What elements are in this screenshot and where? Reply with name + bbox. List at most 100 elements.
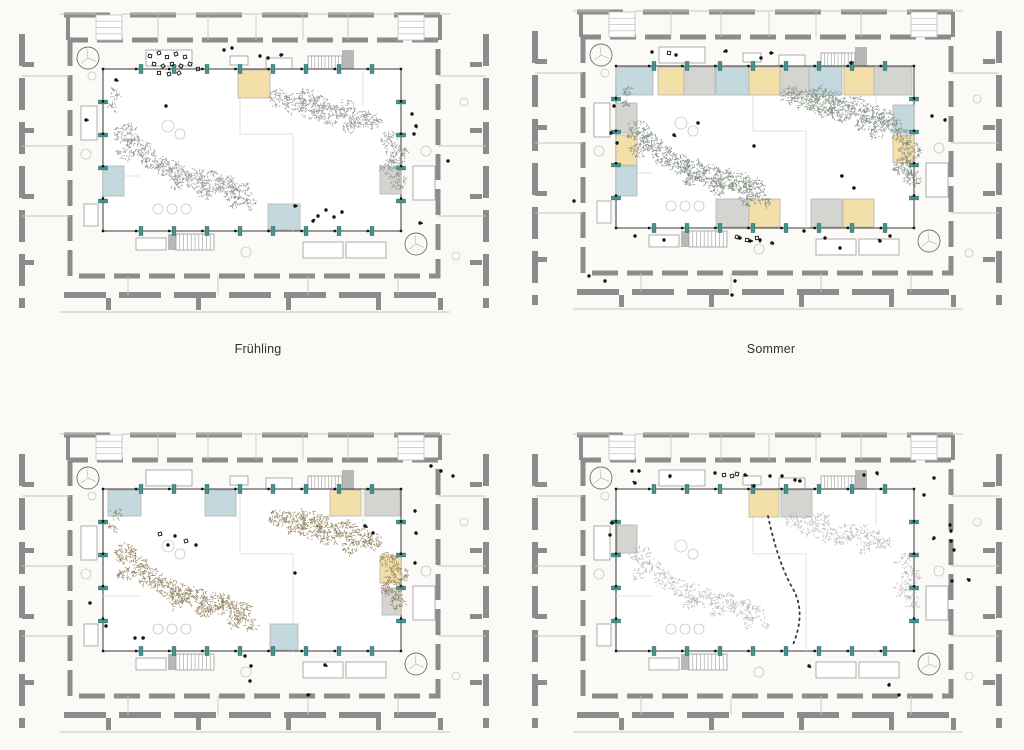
tree-cluster <box>341 538 358 557</box>
tree-cluster <box>109 508 123 521</box>
person-figure <box>793 478 797 482</box>
round-tree-icon <box>917 652 941 676</box>
tree-cluster <box>110 86 122 101</box>
canopy-blue <box>715 66 750 96</box>
tree-cluster <box>363 110 384 130</box>
person-figure <box>332 215 336 219</box>
figure-layer <box>84 46 450 225</box>
chair-figure <box>729 473 735 479</box>
tree-layer <box>620 84 922 210</box>
tree-cluster <box>886 117 902 134</box>
chair-figure <box>734 471 740 477</box>
tree-cluster <box>194 606 213 618</box>
round-tree-icon <box>76 46 100 70</box>
person-figure <box>952 548 956 552</box>
person-figure <box>888 234 892 238</box>
plan-panel-herbst <box>8 426 508 750</box>
figure-layer <box>608 469 971 697</box>
tree-cluster <box>849 523 870 541</box>
canopy-blue <box>107 489 142 517</box>
person-figure <box>324 208 328 212</box>
chair-figure <box>164 54 170 60</box>
person-figure <box>948 523 952 527</box>
person-figure <box>418 221 422 225</box>
person-figure <box>104 624 108 628</box>
tree-cluster <box>113 542 138 565</box>
tree-cluster <box>868 121 887 140</box>
person-figure <box>932 476 936 480</box>
tree-cluster <box>225 193 245 210</box>
person-figure <box>194 543 198 547</box>
canopy-gray <box>715 198 750 228</box>
person-figure <box>950 579 954 583</box>
chair-figure <box>666 50 672 56</box>
canopy-yellow <box>748 198 781 228</box>
tree-cluster <box>166 592 185 612</box>
figure-layer <box>88 464 455 697</box>
person-figure <box>943 118 947 122</box>
tree-cluster <box>669 578 693 597</box>
canopy-gray <box>615 102 638 134</box>
tree-layer <box>628 510 922 630</box>
canopy-layer <box>102 69 402 231</box>
person-figure <box>243 654 247 658</box>
tree-cluster <box>346 526 373 549</box>
tree-layer <box>106 86 410 212</box>
tree-cluster <box>814 512 829 524</box>
person-figure <box>84 118 88 122</box>
tree-cluster <box>268 88 290 108</box>
chair-figure <box>195 66 201 72</box>
tree-cluster <box>904 595 921 609</box>
canopy-gray <box>616 524 638 554</box>
person-figure <box>164 104 168 108</box>
tree-cluster <box>856 540 871 556</box>
person-figure <box>724 49 728 53</box>
tree-cluster <box>628 143 646 159</box>
tree-cluster <box>106 101 117 114</box>
tree-cluster <box>389 172 408 190</box>
door-marker-layer <box>98 64 406 236</box>
canopy-blue <box>267 203 301 231</box>
tree-cluster <box>107 522 119 534</box>
chair-figure <box>744 237 750 243</box>
person-figure <box>166 543 170 547</box>
chair-figure <box>754 235 760 241</box>
round-tree-icon <box>589 466 613 490</box>
canopy-gray <box>873 66 913 96</box>
person-figure <box>748 239 752 243</box>
tree-cluster <box>682 170 700 186</box>
person-figure <box>780 474 784 478</box>
tree-cluster <box>380 579 402 597</box>
tree-cluster <box>829 523 854 546</box>
tree-cluster <box>243 618 261 632</box>
tree-cluster <box>114 144 135 162</box>
person-figure <box>949 539 953 543</box>
person-figure <box>849 61 853 65</box>
tree-cluster <box>863 529 883 549</box>
tree-cluster <box>168 173 185 191</box>
tree-cluster <box>891 128 912 145</box>
caption-sommer: Sommer <box>746 342 796 356</box>
canopy-yellow <box>615 134 638 166</box>
chair-figure <box>156 50 162 56</box>
tree-cluster <box>809 94 837 119</box>
person-figure <box>674 53 678 57</box>
plan-drawing-fruehling <box>19 12 489 313</box>
tree-cluster <box>854 116 872 132</box>
person-figure <box>608 533 612 537</box>
chair-figure <box>160 63 166 69</box>
person-figure <box>587 274 591 278</box>
canopy-yellow <box>842 198 875 228</box>
chair-figure <box>734 234 740 240</box>
tree-cluster <box>759 616 770 630</box>
tree-cluster <box>378 157 402 180</box>
canopy-layer <box>615 66 915 228</box>
canopy-blue <box>102 165 125 197</box>
person-figure <box>88 601 92 605</box>
person-figure <box>650 50 654 54</box>
person-figure <box>230 46 234 50</box>
tree-cluster <box>196 185 214 201</box>
tree-cluster <box>116 566 135 581</box>
tree-cluster <box>784 510 802 529</box>
